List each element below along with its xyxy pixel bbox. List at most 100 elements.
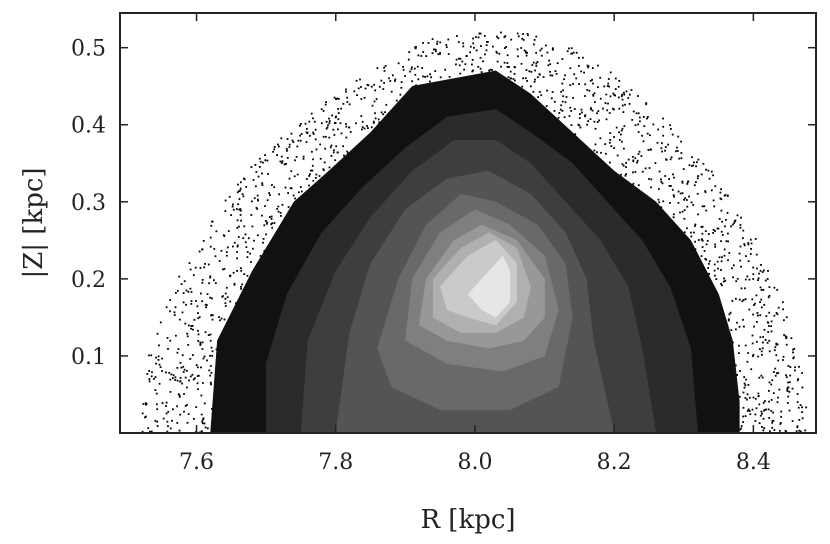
outlier-point <box>620 133 622 136</box>
outlier-point <box>245 186 248 188</box>
outlier-point <box>728 252 731 254</box>
outlier-point <box>503 61 506 64</box>
outlier-point <box>472 37 474 40</box>
outlier-point <box>400 86 403 89</box>
outlier-point <box>726 195 729 197</box>
outlier-point <box>746 393 749 396</box>
outlier-point <box>787 365 790 367</box>
outlier-point <box>434 48 437 51</box>
outlier-point <box>413 67 416 70</box>
outlier-point <box>185 289 188 292</box>
outlier-point <box>642 140 645 143</box>
outlier-point <box>295 156 298 158</box>
outlier-point <box>745 378 747 381</box>
outlier-point <box>714 230 716 232</box>
outlier-point <box>701 232 704 235</box>
outlier-point <box>184 405 187 407</box>
outlier-point <box>705 168 707 171</box>
outlier-point <box>572 51 575 54</box>
outlier-point <box>342 102 345 105</box>
outlier-point <box>624 174 627 177</box>
outlier-point <box>337 128 339 131</box>
outlier-point <box>189 375 192 378</box>
outlier-point <box>603 85 606 88</box>
outlier-point <box>766 341 769 344</box>
outlier-point <box>569 106 572 109</box>
outlier-point <box>731 267 733 270</box>
outlier-point <box>738 298 741 301</box>
outlier-point <box>270 215 273 218</box>
outlier-point <box>287 192 289 194</box>
outlier-point <box>758 376 761 379</box>
outlier-point <box>328 117 330 120</box>
outlier-point <box>752 278 755 280</box>
outlier-point <box>377 118 380 121</box>
outlier-point <box>286 149 288 152</box>
outlier-point <box>322 169 325 172</box>
outlier-point <box>186 332 189 335</box>
outlier-point <box>225 254 228 257</box>
outlier-point <box>220 249 223 252</box>
outlier-point <box>516 48 519 51</box>
outlier-point <box>209 365 212 367</box>
outlier-point <box>337 118 340 121</box>
outlier-point <box>276 208 279 210</box>
outlier-point <box>394 78 397 81</box>
outlier-point <box>259 160 262 163</box>
outlier-point <box>705 209 708 212</box>
outlier-point <box>533 43 535 46</box>
outlier-point <box>462 42 465 45</box>
outlier-point <box>561 58 564 60</box>
outlier-point <box>718 218 721 220</box>
outlier-point <box>606 109 609 112</box>
outlier-point <box>383 82 385 84</box>
outlier-point <box>613 136 615 138</box>
x-axis: 7.6 7.8 8.0 8.2 8.4 <box>179 13 771 475</box>
outlier-point <box>280 137 283 140</box>
outlier-point <box>521 85 524 88</box>
outlier-point <box>300 133 303 135</box>
outlier-point <box>720 209 723 212</box>
outlier-point <box>304 122 307 125</box>
outlier-point <box>629 93 631 96</box>
outlier-point <box>290 187 293 190</box>
outlier-point <box>320 122 323 125</box>
outlier-point <box>215 348 218 351</box>
outlier-point <box>750 242 753 245</box>
outlier-point <box>570 124 573 126</box>
outlier-point <box>264 159 267 162</box>
outlier-point <box>323 161 326 164</box>
outlier-point <box>279 160 282 163</box>
outlier-point <box>464 63 467 66</box>
x-tick-label: 8.2 <box>597 450 632 475</box>
outlier-point <box>172 377 174 380</box>
outlier-point <box>285 148 288 150</box>
outlier-point <box>366 125 368 127</box>
outlier-point <box>577 123 580 126</box>
outlier-point <box>455 58 458 61</box>
outlier-point <box>796 426 799 429</box>
outlier-point <box>312 117 314 120</box>
outlier-point <box>550 97 553 100</box>
outlier-point <box>599 137 602 140</box>
outlier-point <box>758 422 761 425</box>
outlier-point <box>186 386 188 389</box>
outlier-point <box>637 123 639 126</box>
outlier-point <box>782 308 784 311</box>
outlier-point <box>328 166 331 169</box>
outlier-point <box>479 56 482 59</box>
outlier-point <box>345 88 347 91</box>
outlier-point <box>734 364 737 367</box>
outlier-point <box>411 80 413 83</box>
outlier-point <box>154 389 157 391</box>
outlier-point <box>607 102 609 105</box>
outlier-point <box>489 68 492 71</box>
outlier-point <box>158 344 160 347</box>
outlier-point <box>753 304 755 306</box>
outlier-point <box>422 75 424 78</box>
outlier-point <box>503 36 506 39</box>
outlier-point <box>333 134 336 136</box>
outlier-point <box>485 49 488 52</box>
outlier-point <box>770 320 773 323</box>
outlier-point <box>592 82 594 85</box>
